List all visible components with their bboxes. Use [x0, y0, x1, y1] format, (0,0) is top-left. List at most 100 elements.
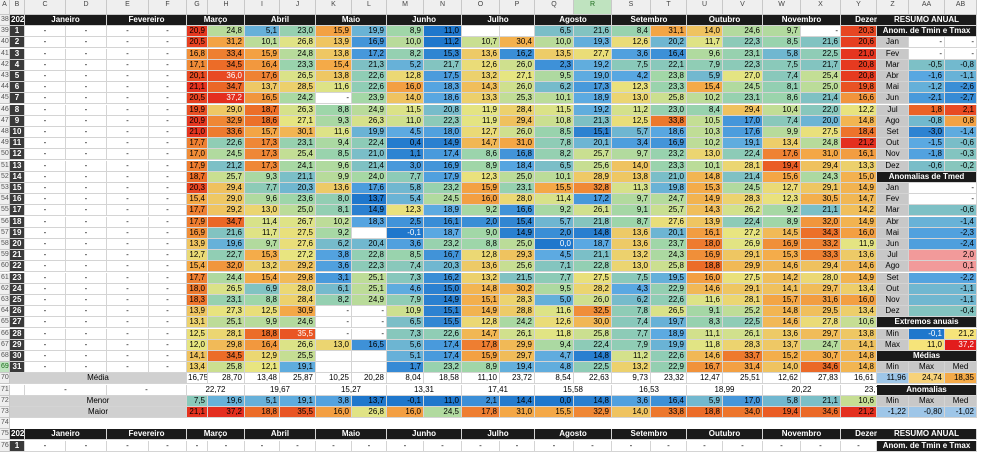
- temp-cell[interactable]: 21,4: [801, 93, 841, 104]
- temp-cell[interactable]: 17,7: [187, 205, 208, 216]
- temp-cell[interactable]: 22,3: [352, 261, 387, 272]
- temp-cell[interactable]: 32,5: [574, 306, 612, 317]
- temp-cell[interactable]: 19,6: [208, 239, 245, 250]
- empty-cell[interactable]: -: [462, 441, 500, 452]
- temp-cell[interactable]: 22,5: [574, 362, 612, 373]
- temp-cell[interactable]: 24,5: [723, 183, 763, 194]
- temp-cell[interactable]: 14,3: [462, 82, 500, 93]
- maior-cell[interactable]: 34,6: [801, 407, 841, 418]
- extremo-min-min[interactable]: -0,1: [909, 329, 945, 340]
- temp-cell[interactable]: 17,3: [245, 149, 280, 160]
- anom-value[interactable]: -1,1: [945, 71, 977, 82]
- temp-cell[interactable]: 13,2: [462, 71, 500, 82]
- empty-cell[interactable]: -: [107, 217, 149, 228]
- temp-cell[interactable]: 10,2: [316, 217, 352, 228]
- temp-cell[interactable]: 7,7: [612, 329, 651, 340]
- temp-cell[interactable]: 13,7: [763, 340, 801, 351]
- temp-cell[interactable]: 14,9: [424, 295, 462, 306]
- temp-cell[interactable]: 20,1: [574, 138, 612, 149]
- temp-cell[interactable]: 20,0: [801, 116, 841, 127]
- temp-cell[interactable]: 26,1: [500, 329, 535, 340]
- column-header-P[interactable]: P: [500, 0, 535, 15]
- temp-cell[interactable]: 12,5: [612, 116, 651, 127]
- maior-cell[interactable]: 16,0: [316, 407, 352, 418]
- temp-cell[interactable]: 13,4: [763, 138, 801, 149]
- temp-cell[interactable]: 21,3: [574, 116, 612, 127]
- temp-cell[interactable]: 29,8: [208, 340, 245, 351]
- temp-cell[interactable]: 24,7: [801, 340, 841, 351]
- row-header-40[interactable]: 40: [0, 37, 10, 48]
- temp-cell[interactable]: 16,4: [245, 340, 280, 351]
- empty-cell[interactable]: -: [66, 127, 107, 138]
- temp-cell[interactable]: 4,7: [535, 351, 574, 362]
- temp-cell[interactable]: 9,9: [763, 127, 801, 138]
- temp-cell[interactable]: 16,7: [687, 362, 723, 373]
- empty-cell[interactable]: -: [149, 205, 187, 216]
- empty-cell[interactable]: -: [25, 351, 66, 362]
- temp-cell[interactable]: 23,3: [651, 161, 687, 172]
- temp-cell[interactable]: 22,0: [801, 105, 841, 116]
- temp-cell[interactable]: 17,7: [187, 138, 208, 149]
- temp-cell[interactable]: 31,0: [500, 138, 535, 149]
- anom-value[interactable]: -3,0: [909, 127, 945, 138]
- temp-cell[interactable]: 28,1: [208, 329, 245, 340]
- temp-cell[interactable]: 0,4: [387, 138, 424, 149]
- temp-cell[interactable]: 13,4: [841, 284, 877, 295]
- row-header-55[interactable]: 55: [0, 205, 10, 216]
- temp-cell[interactable]: 11,8: [687, 340, 723, 351]
- column-header-G[interactable]: G: [187, 0, 208, 15]
- temp-cell[interactable]: 27,6: [280, 239, 316, 250]
- temp-cell[interactable]: 17,0: [187, 149, 208, 160]
- temp-cell[interactable]: 15,3: [424, 49, 462, 60]
- temp-cell[interactable]: 14,8: [841, 351, 877, 362]
- temp-cell[interactable]: 15,5: [424, 317, 462, 328]
- temp-cell[interactable]: 15,9: [462, 183, 500, 194]
- anom-tmed-value[interactable]: -1,1: [909, 295, 977, 306]
- column-header-C[interactable]: C: [25, 0, 66, 15]
- empty-cell[interactable]: -: [149, 71, 187, 82]
- temp-cell[interactable]: 20,1: [187, 71, 208, 82]
- temp-cell[interactable]: 34,7: [208, 82, 245, 93]
- temp-cell[interactable]: 17,3: [574, 82, 612, 93]
- temp-cell[interactable]: 26,5: [651, 306, 687, 317]
- temp-cell[interactable]: 7,7: [535, 273, 574, 284]
- temp-cell[interactable]: 12,5: [187, 329, 208, 340]
- column-header-J[interactable]: J: [280, 0, 316, 15]
- anom-tmed-value[interactable]: -1,4: [909, 217, 977, 228]
- temp-cell[interactable]: 19,1: [723, 138, 763, 149]
- column-header-Q[interactable]: Q: [535, 0, 574, 15]
- empty-cell[interactable]: -: [107, 295, 149, 306]
- temp-cell[interactable]: 8,3: [687, 317, 723, 328]
- temp-cell[interactable]: 14,9: [352, 205, 387, 216]
- column-header-L[interactable]: L: [352, 0, 387, 15]
- temp-cell[interactable]: 16,9: [651, 138, 687, 149]
- temp-cell[interactable]: 19,9: [651, 340, 687, 351]
- empty-cell[interactable]: -: [66, 71, 107, 82]
- temp-cell[interactable]: 12,6: [612, 37, 651, 48]
- temp-cell[interactable]: 5,1: [387, 351, 424, 362]
- empty-cell[interactable]: -: [149, 228, 187, 239]
- temp-cell[interactable]: 13,8: [612, 172, 651, 183]
- column-header-R[interactable]: R: [574, 0, 612, 15]
- row-header-39[interactable]: 39: [0, 26, 10, 37]
- column-header-T[interactable]: T: [651, 0, 687, 15]
- empty-cell[interactable]: -: [66, 228, 107, 239]
- temp-cell[interactable]: 14,9: [841, 273, 877, 284]
- temp-cell[interactable]: 21,7: [801, 60, 841, 71]
- empty-cell[interactable]: -: [107, 26, 149, 37]
- temp-cell[interactable]: 25,6: [500, 261, 535, 272]
- temp-cell[interactable]: 22,5: [801, 49, 841, 60]
- temp-cell[interactable]: 8,5: [535, 127, 574, 138]
- temp-cell[interactable]: 13,3: [462, 93, 500, 104]
- row-header-42[interactable]: 42: [0, 60, 10, 71]
- temp-cell[interactable]: 13,9: [187, 306, 208, 317]
- row-header-67[interactable]: 67: [0, 340, 10, 351]
- temp-cell[interactable]: 12,3: [763, 194, 801, 205]
- temp-cell[interactable]: 27,5: [801, 127, 841, 138]
- temp-cell[interactable]: 18,4: [841, 127, 877, 138]
- temp-cell[interactable]: 8,8: [316, 105, 352, 116]
- temp-cell[interactable]: 18,8: [687, 261, 723, 272]
- temp-cell[interactable]: 17,2: [574, 194, 612, 205]
- empty-cell[interactable]: -: [208, 441, 245, 452]
- row-header-45[interactable]: 45: [0, 93, 10, 104]
